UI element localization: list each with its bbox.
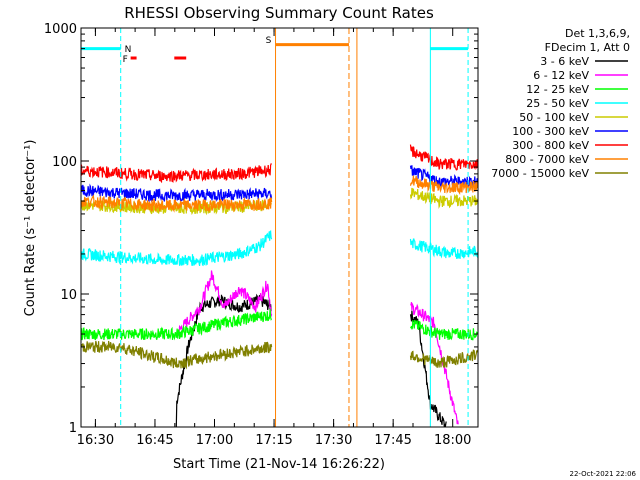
legend-label-2: 12 - 25 keV [526,83,589,96]
series-2 [80,309,479,341]
x-tick-label-4: 17:30 [315,433,352,448]
legend-header-0: Det 1,3,6,9, [565,27,630,40]
legend-label-8: 7000 - 15000 keV [491,167,589,180]
series-line-4-1 [409,187,479,209]
legend-label-4: 50 - 100 keV [519,111,589,124]
flare-label: F [123,55,128,65]
annotations: NF S [80,28,469,427]
series-line-3-0 [80,230,273,267]
series-line-1-0 [175,270,273,338]
y-tick-label-0: 1 [69,421,77,436]
y-tick-label-2: 100 [52,155,77,170]
x-tick-label-3: 17:15 [255,433,292,448]
series-1 [175,270,459,425]
legend-header-1: FDecim 1, Att 0 [545,41,630,54]
x-tick-label-2: 17:00 [196,433,233,448]
x-tick-label-6: 18:00 [434,433,471,448]
plot-frame [80,27,479,428]
series-3 [80,230,479,267]
legend-label-1: 6 - 12 keV [533,69,589,82]
series-8 [80,340,479,370]
legend-label-0: 3 - 6 keV [540,55,589,68]
chart-title: RHESSI Observing Summary Count Rates [124,4,434,22]
timestamp: 22-Oct-2021 22:06 [570,470,637,478]
series-line-2-1 [410,319,479,341]
y-tick-label-3: 1000 [44,22,77,37]
series-7 [80,175,479,213]
night-label: N [125,45,132,55]
series-line-6-1 [409,144,479,171]
x-tick-label-0: 16:30 [77,433,114,448]
saa-label: S [266,36,272,46]
series-6 [80,144,479,184]
legend-label-3: 25 - 50 keV [526,97,589,110]
axes: 16:30 16:45 17:00 17:15 17:30 17:45 18:00 1 10 10… [44,22,479,448]
series-line-7-0 [80,194,273,213]
series-line-7-1 [409,175,479,196]
series-line-0-1 [409,310,447,428]
y-axis-label: Count Rate (s⁻¹ detector⁻¹) [23,140,38,317]
legend-label-7: 800 - 7000 keV [505,153,589,166]
series-line-1-1 [410,301,459,425]
series-line-8-1 [409,349,479,368]
series-line-5-0 [80,183,273,203]
x-tick-label-1: 16:45 [136,433,173,448]
series-line-6-0 [80,162,273,184]
legend-label-6: 300 - 800 keV [512,139,589,152]
y-tick-label-1: 10 [60,288,77,303]
series-line-3-1 [409,238,479,260]
plot-area [80,144,479,428]
legend-label-5: 100 - 300 keV [512,125,589,138]
x-tick-label-5: 17:45 [374,433,411,448]
series-line-8-0 [80,340,273,370]
series-line-2-0 [80,309,273,341]
x-axis-label: Start Time (21-Nov-14 16:26:22) [173,457,385,472]
